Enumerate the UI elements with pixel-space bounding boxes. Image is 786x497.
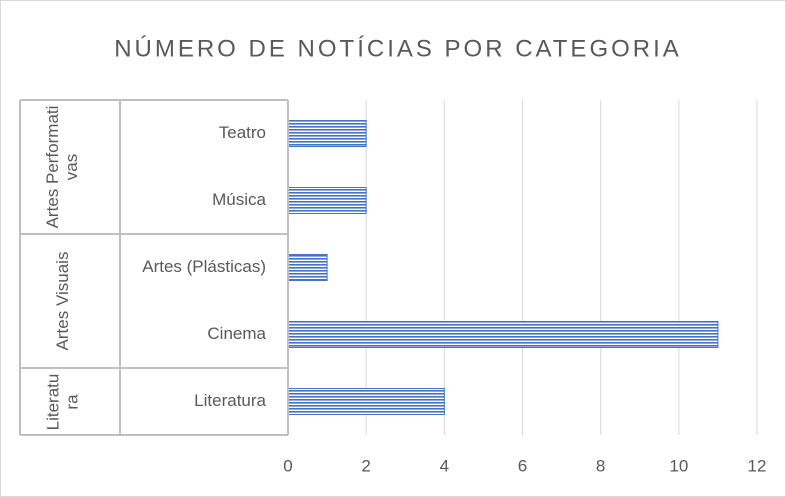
y-tick-label: Artes (Plásticas) bbox=[142, 257, 266, 276]
bar bbox=[287, 187, 367, 214]
x-tick-label: 2 bbox=[361, 456, 370, 475]
y-tick-label: Literatura bbox=[194, 391, 266, 410]
group-label: Artes Performativas bbox=[43, 105, 81, 229]
x-tick-label: 12 bbox=[748, 456, 767, 475]
y-tick-label: Música bbox=[212, 190, 266, 209]
y-tick-label: Teatro bbox=[219, 123, 266, 142]
x-tick-label: 6 bbox=[518, 456, 527, 475]
group-label: Literatura bbox=[43, 373, 81, 430]
x-tick-label: 4 bbox=[440, 456, 449, 475]
x-tick-label: 10 bbox=[669, 456, 688, 475]
bar bbox=[287, 321, 719, 348]
x-tick-label: 0 bbox=[283, 456, 292, 475]
x-tick-label: 8 bbox=[596, 456, 605, 475]
group-label: Artes Visuais bbox=[52, 251, 72, 351]
bar bbox=[287, 254, 328, 281]
y-tick-label: Cinema bbox=[207, 324, 266, 343]
bar bbox=[287, 388, 445, 415]
bar bbox=[287, 120, 367, 147]
chart-title: NÚMERO DE NOTÍCIAS POR CATEGORIA bbox=[114, 35, 682, 62]
